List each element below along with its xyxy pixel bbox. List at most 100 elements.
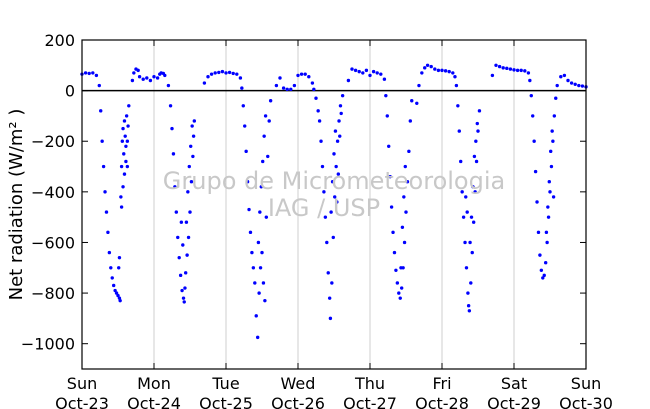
- data-point: [118, 298, 122, 303]
- data-point: [123, 134, 127, 138]
- data-point: [126, 124, 130, 128]
- data-point: [183, 271, 188, 275]
- data-point: [550, 129, 554, 133]
- data-point: [519, 68, 523, 73]
- data-point: [152, 74, 156, 79]
- data-point: [464, 266, 469, 270]
- data-point: [231, 71, 235, 76]
- data-point: [274, 83, 279, 88]
- x-tick-day: Sun: [571, 374, 601, 393]
- data-point: [529, 93, 533, 98]
- data-point: [531, 114, 535, 118]
- data-point: [238, 76, 243, 80]
- vertical-grid: [153, 40, 515, 369]
- data-point: [402, 240, 407, 245]
- data-point: [512, 68, 516, 72]
- data-point: [171, 152, 176, 156]
- data-point: [528, 78, 532, 83]
- data-point: [258, 210, 262, 214]
- x-tick-date: Oct-30: [559, 394, 613, 409]
- data-point: [475, 121, 479, 126]
- data-point: [404, 210, 408, 214]
- data-point: [289, 87, 293, 92]
- data-point: [292, 83, 297, 88]
- data-point: [453, 74, 457, 79]
- data-point: [508, 67, 513, 71]
- data-point: [330, 180, 335, 184]
- data-point: [467, 309, 472, 313]
- data-point: [281, 86, 286, 90]
- x-tick-day: Mon: [137, 374, 171, 393]
- data-point: [573, 82, 577, 86]
- data-point: [515, 68, 520, 73]
- data-point: [181, 243, 185, 247]
- data-point: [182, 300, 186, 304]
- data-point: [469, 281, 473, 285]
- data-point: [266, 154, 270, 159]
- data-point: [382, 77, 387, 81]
- data-point: [322, 190, 326, 194]
- data-point: [181, 296, 186, 300]
- data-point: [469, 215, 474, 219]
- data-point: [166, 83, 171, 88]
- data-point: [111, 283, 116, 288]
- data-point: [350, 67, 354, 71]
- data-point: [403, 164, 407, 169]
- y-axis-label: Net radiation (W/m² ): [6, 109, 27, 301]
- data-point: [465, 210, 469, 214]
- data-point: [190, 124, 194, 128]
- data-point: [577, 83, 581, 88]
- data-point: [94, 73, 99, 78]
- data-point: [183, 286, 187, 290]
- data-point: [554, 96, 558, 100]
- data-point: [310, 81, 315, 85]
- data-point: [91, 71, 95, 75]
- data-point: [388, 174, 392, 179]
- data-point: [472, 154, 477, 159]
- data-point: [333, 129, 338, 133]
- data-point: [538, 253, 542, 257]
- data-point: [384, 93, 388, 98]
- data-point: [340, 93, 345, 98]
- data-point: [263, 114, 268, 118]
- data-point: [466, 304, 471, 308]
- data-point: [334, 164, 338, 169]
- data-point: [191, 134, 196, 138]
- x-tick-date: Oct-23: [55, 394, 109, 409]
- data-point: [240, 86, 244, 90]
- y-tick-label: −200: [31, 132, 75, 151]
- data-point: [494, 63, 498, 68]
- data-point: [476, 129, 480, 133]
- data-point: [392, 250, 397, 255]
- x-tick-date: Oct-24: [127, 394, 181, 409]
- data-point: [217, 70, 221, 75]
- data-point: [227, 70, 232, 75]
- data-point: [505, 66, 509, 71]
- data-point: [243, 124, 247, 128]
- data-point: [330, 281, 334, 285]
- data-point: [110, 276, 114, 280]
- data-point: [461, 215, 466, 219]
- data-point: [551, 195, 556, 199]
- data-point: [163, 73, 167, 78]
- data-point: [299, 72, 304, 76]
- data-point: [213, 71, 217, 75]
- data-point: [103, 190, 107, 194]
- data-point: [569, 81, 574, 85]
- data-point: [180, 288, 184, 293]
- data-point: [551, 139, 555, 143]
- data-point: [353, 68, 358, 73]
- data-point: [260, 250, 264, 255]
- data-point: [104, 210, 109, 214]
- data-point: [186, 190, 190, 194]
- data-point: [127, 104, 131, 108]
- data-point: [433, 67, 437, 71]
- data-point: [454, 83, 459, 88]
- x-tick-date: Oct-25: [199, 394, 253, 409]
- data-point: [117, 266, 121, 270]
- data-point: [87, 71, 91, 76]
- data-point: [187, 164, 191, 169]
- data-point: [463, 240, 467, 245]
- data-point: [361, 71, 365, 75]
- data-point: [425, 63, 430, 68]
